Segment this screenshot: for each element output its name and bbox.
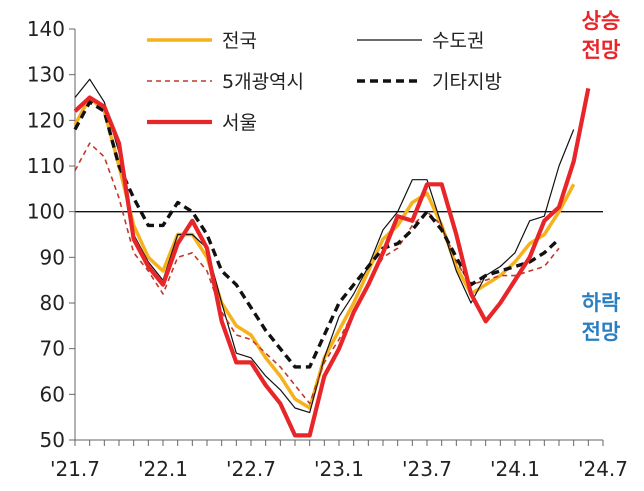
y-tick-label: 60 [40,382,65,406]
legend-label: 전국 [222,30,257,52]
x-tick-label: '22.1 [138,457,188,481]
y-tick-label: 80 [40,291,65,315]
series-line-서울 [73,87,591,438]
annotation-label: 상승 [582,9,621,33]
y-tick-label: 100 [27,200,65,224]
series-lines [73,78,591,438]
annotation-label: 전망 [582,320,621,344]
y-tick-label: 70 [40,337,65,361]
x-tick-label: '22.7 [226,457,276,481]
legend-label: 기타지방 [432,71,502,93]
x-tick-label: '23.7 [402,457,452,481]
legend-label: 수도권 [432,30,484,52]
annotation-label: 전망 [582,38,621,62]
series-line-기타지방 [73,100,561,369]
y-tick-label: 90 [40,245,65,269]
series-line-5개광역시 [74,142,560,405]
annotation-label: 하락 [582,291,621,315]
x-tick-label: '21.7 [50,457,100,481]
x-tick-label: '24.1 [490,457,540,481]
y-tick-label: 110 [27,154,65,178]
x-tick-label: '23.1 [314,457,364,481]
y-tick-label: 120 [27,108,65,132]
legend-label: 5개광역시 [222,71,304,93]
y-tick-label: 50 [40,428,65,452]
y-tick-label: 130 [27,63,65,87]
axes: 50 60 70 80 90 100 110 120 130 140 '21.7 '22.1 '22.7… [27,17,628,481]
series-line-수도권 [74,78,575,414]
legend-label: 서울 [222,112,257,134]
y-tick-label: 140 [27,17,65,41]
x-tick-label: '24.7 [578,457,628,481]
